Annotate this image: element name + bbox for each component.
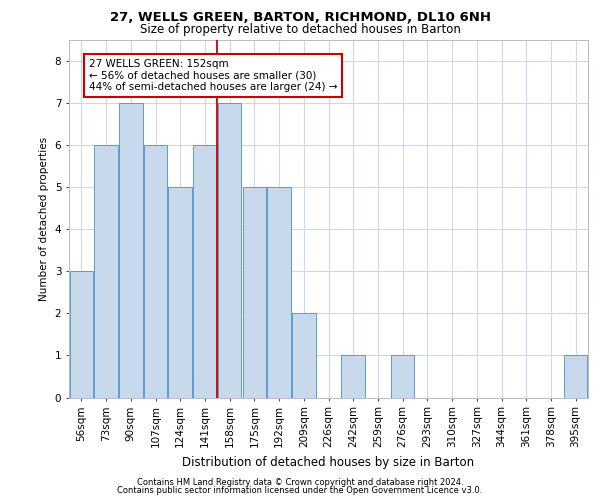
Bar xyxy=(292,314,316,398)
Bar xyxy=(169,187,192,398)
X-axis label: Distribution of detached houses by size in Barton: Distribution of detached houses by size … xyxy=(182,456,475,468)
Text: 27, WELLS GREEN, BARTON, RICHMOND, DL10 6NH: 27, WELLS GREEN, BARTON, RICHMOND, DL10 … xyxy=(110,11,491,24)
Bar xyxy=(119,103,143,398)
Bar xyxy=(391,356,415,398)
Y-axis label: Number of detached properties: Number of detached properties xyxy=(39,136,49,301)
Bar xyxy=(144,145,167,398)
Bar xyxy=(341,356,365,398)
Bar xyxy=(193,145,217,398)
Bar xyxy=(564,356,587,398)
Text: Contains HM Land Registry data © Crown copyright and database right 2024.: Contains HM Land Registry data © Crown c… xyxy=(137,478,463,487)
Text: 27 WELLS GREEN: 152sqm
← 56% of detached houses are smaller (30)
44% of semi-det: 27 WELLS GREEN: 152sqm ← 56% of detached… xyxy=(89,59,337,92)
Bar xyxy=(94,145,118,398)
Bar xyxy=(268,187,291,398)
Text: Contains public sector information licensed under the Open Government Licence v3: Contains public sector information licen… xyxy=(118,486,482,495)
Bar xyxy=(242,187,266,398)
Text: Size of property relative to detached houses in Barton: Size of property relative to detached ho… xyxy=(140,22,460,36)
Bar xyxy=(70,272,93,398)
Bar xyxy=(218,103,241,398)
